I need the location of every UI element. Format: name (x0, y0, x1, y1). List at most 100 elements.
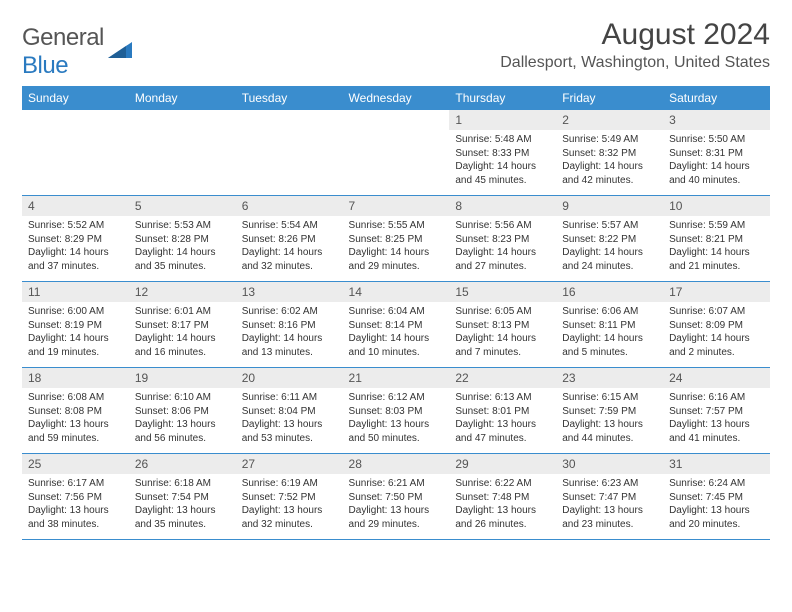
calendar-day-cell: 20Sunrise: 6:11 AMSunset: 8:04 PMDayligh… (236, 368, 343, 454)
sunset-text: Sunset: 8:32 PM (562, 147, 657, 161)
daylight-text: Daylight: 13 hours and 44 minutes. (562, 418, 657, 445)
sunset-text: Sunset: 8:06 PM (135, 405, 230, 419)
weekday-header: Friday (556, 86, 663, 110)
sunrise-text: Sunrise: 6:08 AM (28, 391, 123, 405)
daylight-text: Daylight: 13 hours and 53 minutes. (242, 418, 337, 445)
day-body: Sunrise: 6:15 AMSunset: 7:59 PMDaylight:… (556, 388, 663, 453)
calendar-day-cell: 13Sunrise: 6:02 AMSunset: 8:16 PMDayligh… (236, 282, 343, 368)
sunset-text: Sunset: 8:21 PM (669, 233, 764, 247)
sunset-text: Sunset: 8:25 PM (349, 233, 444, 247)
sunrise-text: Sunrise: 6:18 AM (135, 477, 230, 491)
daylight-text: Daylight: 14 hours and 35 minutes. (135, 246, 230, 273)
daylight-text: Daylight: 13 hours and 35 minutes. (135, 504, 230, 531)
calendar-day-cell: 27Sunrise: 6:19 AMSunset: 7:52 PMDayligh… (236, 454, 343, 540)
day-number: 25 (22, 454, 129, 474)
day-number: 14 (343, 282, 450, 302)
daylight-text: Daylight: 14 hours and 45 minutes. (455, 160, 550, 187)
day-body: Sunrise: 5:57 AMSunset: 8:22 PMDaylight:… (556, 216, 663, 281)
day-body: Sunrise: 6:05 AMSunset: 8:13 PMDaylight:… (449, 302, 556, 367)
day-number (129, 110, 236, 130)
sunrise-text: Sunrise: 5:48 AM (455, 133, 550, 147)
day-body: Sunrise: 5:53 AMSunset: 8:28 PMDaylight:… (129, 216, 236, 281)
day-body: Sunrise: 6:04 AMSunset: 8:14 PMDaylight:… (343, 302, 450, 367)
day-number: 5 (129, 196, 236, 216)
daylight-text: Daylight: 14 hours and 7 minutes. (455, 332, 550, 359)
calendar-week-row: 25Sunrise: 6:17 AMSunset: 7:56 PMDayligh… (22, 454, 770, 540)
calendar-day-cell (129, 110, 236, 196)
day-number: 26 (129, 454, 236, 474)
sunset-text: Sunset: 7:48 PM (455, 491, 550, 505)
sunrise-text: Sunrise: 5:59 AM (669, 219, 764, 233)
day-number: 13 (236, 282, 343, 302)
daylight-text: Daylight: 14 hours and 10 minutes. (349, 332, 444, 359)
weekday-header: Wednesday (343, 86, 450, 110)
daylight-text: Daylight: 14 hours and 32 minutes. (242, 246, 337, 273)
daylight-text: Daylight: 13 hours and 23 minutes. (562, 504, 657, 531)
sunrise-text: Sunrise: 5:54 AM (242, 219, 337, 233)
weekday-header: Sunday (22, 86, 129, 110)
day-number: 24 (663, 368, 770, 388)
day-number: 29 (449, 454, 556, 474)
triangle-icon (108, 40, 136, 65)
daylight-text: Daylight: 14 hours and 24 minutes. (562, 246, 657, 273)
calendar-day-cell: 2Sunrise: 5:49 AMSunset: 8:32 PMDaylight… (556, 110, 663, 196)
sunrise-text: Sunrise: 5:52 AM (28, 219, 123, 233)
calendar-day-cell: 18Sunrise: 6:08 AMSunset: 8:08 PMDayligh… (22, 368, 129, 454)
day-number: 19 (129, 368, 236, 388)
calendar-day-cell: 9Sunrise: 5:57 AMSunset: 8:22 PMDaylight… (556, 196, 663, 282)
calendar-day-cell: 21Sunrise: 6:12 AMSunset: 8:03 PMDayligh… (343, 368, 450, 454)
weekday-header: Monday (129, 86, 236, 110)
location-text: Dallesport, Washington, United States (500, 54, 770, 72)
logo-text: General Blue (22, 24, 104, 80)
sunrise-text: Sunrise: 6:24 AM (669, 477, 764, 491)
calendar-day-cell: 29Sunrise: 6:22 AMSunset: 7:48 PMDayligh… (449, 454, 556, 540)
sunrise-text: Sunrise: 5:49 AM (562, 133, 657, 147)
calendar-day-cell: 31Sunrise: 6:24 AMSunset: 7:45 PMDayligh… (663, 454, 770, 540)
day-body: Sunrise: 6:16 AMSunset: 7:57 PMDaylight:… (663, 388, 770, 453)
calendar-day-cell: 3Sunrise: 5:50 AMSunset: 8:31 PMDaylight… (663, 110, 770, 196)
day-number: 7 (343, 196, 450, 216)
calendar-day-cell: 7Sunrise: 5:55 AMSunset: 8:25 PMDaylight… (343, 196, 450, 282)
day-number: 23 (556, 368, 663, 388)
calendar-day-cell: 11Sunrise: 6:00 AMSunset: 8:19 PMDayligh… (22, 282, 129, 368)
sunrise-text: Sunrise: 5:57 AM (562, 219, 657, 233)
day-number (236, 110, 343, 130)
sunset-text: Sunset: 8:03 PM (349, 405, 444, 419)
sunset-text: Sunset: 8:28 PM (135, 233, 230, 247)
calendar-head: SundayMondayTuesdayWednesdayThursdayFrid… (22, 86, 770, 110)
day-number: 20 (236, 368, 343, 388)
day-body: Sunrise: 6:22 AMSunset: 7:48 PMDaylight:… (449, 474, 556, 539)
daylight-text: Daylight: 14 hours and 42 minutes. (562, 160, 657, 187)
day-body (236, 130, 343, 192)
daylight-text: Daylight: 13 hours and 20 minutes. (669, 504, 764, 531)
day-number: 2 (556, 110, 663, 130)
daylight-text: Daylight: 14 hours and 21 minutes. (669, 246, 764, 273)
day-body: Sunrise: 5:49 AMSunset: 8:32 PMDaylight:… (556, 130, 663, 195)
day-body: Sunrise: 6:18 AMSunset: 7:54 PMDaylight:… (129, 474, 236, 539)
header-row: General Blue August 2024 Dallesport, Was… (22, 18, 770, 80)
sunset-text: Sunset: 8:04 PM (242, 405, 337, 419)
daylight-text: Daylight: 13 hours and 41 minutes. (669, 418, 764, 445)
calendar-day-cell: 14Sunrise: 6:04 AMSunset: 8:14 PMDayligh… (343, 282, 450, 368)
weekday-header: Thursday (449, 86, 556, 110)
calendar-day-cell: 26Sunrise: 6:18 AMSunset: 7:54 PMDayligh… (129, 454, 236, 540)
sunrise-text: Sunrise: 6:15 AM (562, 391, 657, 405)
day-number (343, 110, 450, 130)
day-body: Sunrise: 6:24 AMSunset: 7:45 PMDaylight:… (663, 474, 770, 539)
day-number: 16 (556, 282, 663, 302)
sunrise-text: Sunrise: 6:21 AM (349, 477, 444, 491)
day-number: 11 (22, 282, 129, 302)
month-title: August 2024 (500, 18, 770, 52)
sunrise-text: Sunrise: 6:00 AM (28, 305, 123, 319)
daylight-text: Daylight: 13 hours and 32 minutes. (242, 504, 337, 531)
day-number: 1 (449, 110, 556, 130)
calendar-day-cell: 28Sunrise: 6:21 AMSunset: 7:50 PMDayligh… (343, 454, 450, 540)
sunset-text: Sunset: 7:52 PM (242, 491, 337, 505)
calendar-day-cell: 4Sunrise: 5:52 AMSunset: 8:29 PMDaylight… (22, 196, 129, 282)
sunset-text: Sunset: 7:57 PM (669, 405, 764, 419)
day-body: Sunrise: 5:54 AMSunset: 8:26 PMDaylight:… (236, 216, 343, 281)
sunset-text: Sunset: 8:19 PM (28, 319, 123, 333)
sunrise-text: Sunrise: 6:13 AM (455, 391, 550, 405)
sunrise-text: Sunrise: 5:53 AM (135, 219, 230, 233)
calendar-day-cell: 24Sunrise: 6:16 AMSunset: 7:57 PMDayligh… (663, 368, 770, 454)
